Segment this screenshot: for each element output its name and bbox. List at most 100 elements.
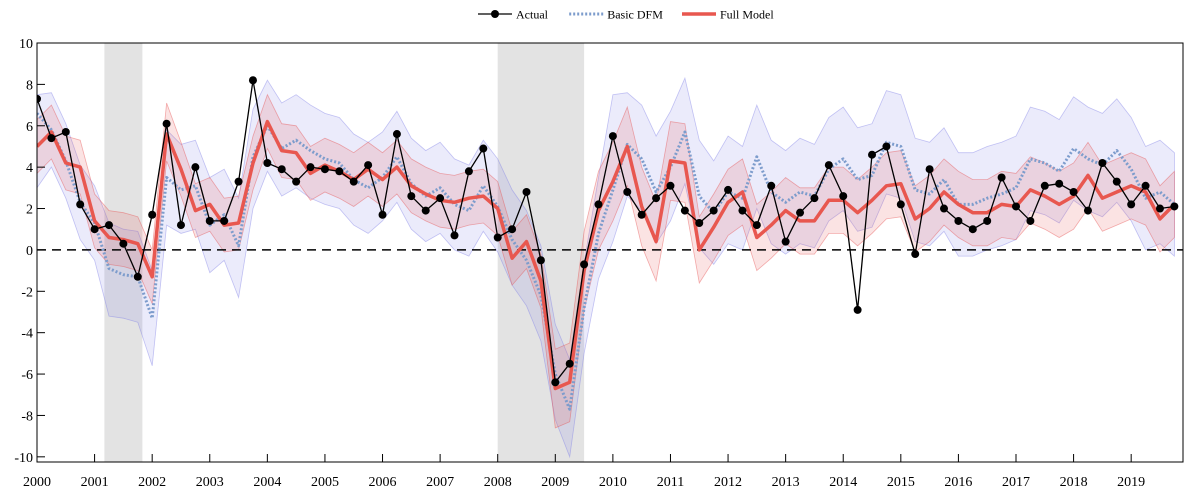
x-tick-label: 2010 [599,475,627,490]
data-point [767,181,776,190]
data-point [493,233,502,242]
x-tick-label: 2006 [369,475,397,490]
x-tick-label: 2019 [1117,475,1145,490]
data-point [148,210,157,219]
data-point [1112,177,1121,186]
data-point [1040,181,1049,190]
data-point [680,206,689,215]
data-point [349,177,358,186]
x-tick-label: 2004 [253,475,281,490]
y-tick-label: -10 [14,451,33,466]
data-point [248,76,257,85]
data-point [277,165,286,174]
data-point [608,132,617,141]
x-tick-label: 2003 [196,475,224,490]
data-point [551,378,560,387]
x-tick-label: 2000 [23,475,51,490]
x-tick-label: 2001 [81,475,109,490]
data-point [666,181,675,190]
data-point [1155,204,1164,213]
data-point [824,161,833,170]
y-tick-label: -4 [21,327,33,342]
data-point [1026,216,1035,225]
data-point [1170,202,1179,211]
legend-label: Actual [516,8,549,22]
y-tick-label: 8 [26,78,33,93]
legend: Actual Basic DFM Full Model [478,8,774,22]
x-tick-label: 2005 [311,475,339,490]
data-point [378,210,387,219]
data-point [724,185,733,194]
data-point [176,221,185,230]
y-tick-label: 10 [19,37,33,52]
data-point [450,231,459,240]
data-point [796,208,805,217]
legend-label: Basic DFM [607,8,663,22]
data-point [292,177,301,186]
data-point [1083,206,1092,215]
plot-area [37,43,1183,462]
y-tick-label: 6 [26,120,33,135]
data-point [162,119,171,128]
data-point [263,159,272,168]
data-point [752,221,761,230]
data-point [191,163,200,172]
data-point [810,194,819,203]
x-tick-label: 2017 [1002,475,1030,490]
x-tick-label: 2011 [657,475,684,490]
data-point [464,167,473,176]
data-point [306,163,315,172]
data-point [695,219,704,228]
series-line [37,119,1176,391]
data-point [47,134,56,143]
data-point [1098,159,1107,168]
x-tick-label: 2002 [138,475,166,490]
data-point [565,359,574,368]
data-point [392,130,401,139]
data-point [580,260,589,269]
data-point [925,165,934,174]
data-point [320,165,329,174]
data-point [421,206,430,215]
data-point [594,200,603,209]
data-point [76,200,85,209]
x-tick-label: 2012 [714,475,742,490]
data-point [1069,187,1078,196]
data-point [479,144,488,153]
data-point [536,256,545,265]
data-point [335,167,344,176]
data-point [119,239,128,248]
shaded-period [104,43,143,462]
confidence-band [37,93,1175,429]
data-point [968,225,977,234]
y-tick-label: 4 [26,161,33,176]
y-tick-label: -8 [21,409,33,424]
data-point [839,192,848,201]
x-tick-label: 2018 [1060,475,1088,490]
data-point [522,187,531,196]
data-point [623,187,632,196]
x-tick-label: 2016 [944,475,972,490]
data-point [1127,200,1136,209]
y-tick-label: -6 [21,368,33,383]
data-point [104,221,113,230]
data-point [205,216,214,225]
legend-label: Full Model [720,8,774,22]
data-point [436,194,445,203]
data-point [853,305,862,314]
data-point [1055,179,1064,188]
x-tick-label: 2009 [541,475,569,490]
data-point [61,127,70,136]
x-tick-label: 2015 [887,475,915,490]
y-tick-label: 0 [26,244,33,259]
data-point [954,216,963,225]
legend-marker [491,10,499,18]
data-point [1141,181,1150,190]
data-point [868,150,877,159]
data-point [234,177,243,186]
data-point [882,142,891,151]
x-tick-label: 2008 [484,475,512,490]
x-tick-label: 2013 [772,475,800,490]
x-tick-label: 2007 [426,475,454,490]
